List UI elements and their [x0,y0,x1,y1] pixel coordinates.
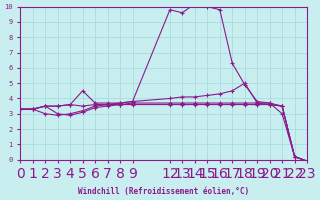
X-axis label: Windchill (Refroidissement éolien,°C): Windchill (Refroidissement éolien,°C) [78,187,249,196]
